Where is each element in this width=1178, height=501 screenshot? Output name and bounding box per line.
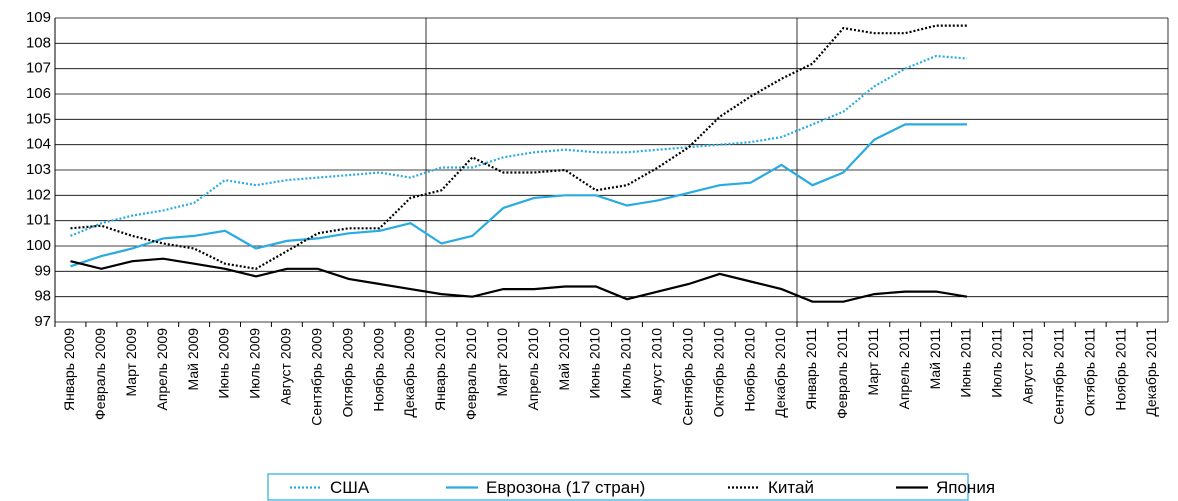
series-line <box>70 54 968 237</box>
y-tick-label: 100 <box>26 237 51 254</box>
legend-label: Япония <box>936 478 995 497</box>
x-tick-label: Май 2010 <box>556 328 572 391</box>
x-tick-label: Март 2009 <box>123 328 139 397</box>
x-tick-label: Июнь 2010 <box>587 328 603 399</box>
legend-label: США <box>330 478 370 497</box>
x-tick-label: Октябрь 2011 <box>1081 328 1097 416</box>
x-tick-label: Ноябрь 2011 <box>1112 328 1128 411</box>
x-tick-label: Июль 2009 <box>247 328 263 399</box>
x-tick-label: Октябрь 2010 <box>710 328 726 418</box>
y-tick-label: 103 <box>26 161 51 178</box>
x-tick-label: Август 2010 <box>649 328 665 405</box>
x-tick-label: Январь 2009 <box>61 328 77 411</box>
x-tick-label: Февраль 2010 <box>463 328 479 420</box>
y-tick-label: 97 <box>34 313 51 330</box>
x-tick-label: Август 2009 <box>278 328 294 405</box>
x-tick-label: Май 2011 <box>927 328 943 390</box>
x-tick-label: Сентябрь 2009 <box>308 328 324 426</box>
x-tick-label: Апрель 2010 <box>525 328 541 411</box>
x-tick-label: Январь 2011 <box>803 328 819 410</box>
legend-label: Еврозона (17 стран) <box>486 478 645 497</box>
x-tick-label: Август 2011 <box>1020 328 1036 404</box>
x-tick-label: Сентябрь 2011 <box>1050 328 1066 425</box>
series-line <box>70 24 967 270</box>
x-tick-label: Июль 2010 <box>618 328 634 399</box>
x-tick-label: Апрель 2009 <box>154 328 170 411</box>
x-tick-label: Декабрь 2011 <box>1143 328 1159 417</box>
x-tick-label: Июль 2011 <box>989 328 1005 398</box>
x-tick-label: Октябрь 2009 <box>339 328 355 418</box>
y-tick-label: 106 <box>26 85 51 102</box>
y-tick-label: 108 <box>26 34 51 51</box>
x-tick-label: Март 2011 <box>865 328 881 396</box>
series-line <box>70 257 968 303</box>
y-tick-label: 101 <box>26 212 51 229</box>
y-tick-label: 107 <box>26 60 51 77</box>
x-tick-label: Март 2010 <box>494 328 510 397</box>
x-tick-label: Апрель 2011 <box>896 328 912 410</box>
y-tick-label: 104 <box>26 136 51 153</box>
y-tick-label: 99 <box>34 262 51 279</box>
y-tick-label: 109 <box>26 9 51 26</box>
y-tick-label: 102 <box>26 186 51 203</box>
x-tick-label: Ноябрь 2009 <box>370 328 386 412</box>
x-tick-label: Май 2009 <box>185 328 201 391</box>
x-tick-label: Декабрь 2010 <box>772 328 788 418</box>
x-tick-label: Февраль 2009 <box>92 328 108 420</box>
x-tick-label: Январь 2010 <box>432 328 448 411</box>
x-tick-label: Июнь 2011 <box>958 328 974 398</box>
x-tick-label: Февраль 2011 <box>834 328 850 419</box>
y-tick-label: 98 <box>34 288 51 305</box>
x-tick-label: Ноябрь 2010 <box>741 328 757 412</box>
series-line <box>70 123 967 268</box>
legend-label: Китай <box>768 478 814 497</box>
y-tick-label: 105 <box>26 110 51 127</box>
x-tick-label: Июнь 2009 <box>216 328 232 399</box>
legend-box <box>267 473 969 501</box>
x-tick-label: Декабрь 2009 <box>401 328 417 418</box>
x-tick-label: Сентябрь 2010 <box>679 328 695 426</box>
